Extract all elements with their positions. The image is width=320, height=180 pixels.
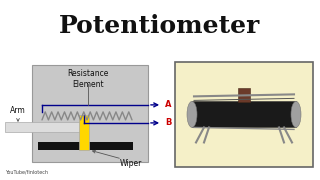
Bar <box>192 101 296 127</box>
Text: A: A <box>165 100 172 109</box>
Bar <box>38 142 133 150</box>
Text: B: B <box>165 118 172 127</box>
Text: Wiper: Wiper <box>120 159 142 168</box>
Text: Resistance
Element: Resistance Element <box>67 69 109 89</box>
Bar <box>79 115 89 150</box>
Bar <box>32 65 148 162</box>
Ellipse shape <box>187 101 197 127</box>
Bar <box>175 62 313 167</box>
Bar <box>238 88 250 102</box>
Text: Potentiometer: Potentiometer <box>60 14 260 38</box>
Ellipse shape <box>291 101 301 127</box>
Text: Arm: Arm <box>10 106 26 115</box>
Text: YouTube/finlotech: YouTube/finlotech <box>5 170 48 175</box>
Bar <box>5 122 88 132</box>
